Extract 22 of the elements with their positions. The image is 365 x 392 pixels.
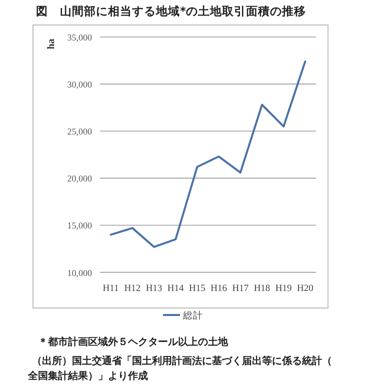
y-tick-label: 25,000 [67, 126, 92, 137]
y-tick-label: 30,000 [67, 80, 92, 90]
x-tick-label: H18 [254, 284, 270, 294]
legend-label: 総計 [182, 310, 203, 322]
y-tick-label: 10,000 [67, 268, 92, 278]
x-tick-label: H19 [275, 284, 292, 294]
x-tick-label: H15 [189, 284, 206, 294]
text: （出所）国土交通省「国土利用計画法に基づく届出等に係る統計（全国集計結果）」より作成 [27, 355, 332, 382]
y-tick-label: 15,000 [67, 220, 92, 231]
x-tick-label: H16 [210, 284, 228, 294]
text: ＊都市計画区域外５ヘクタール以上の土地 [38, 336, 229, 348]
x-tick-label: H17 [232, 284, 249, 294]
y-tick-label: 20,000 [67, 174, 92, 184]
line-series [110, 60, 306, 248]
chart-title: 図 山間部に相当する地域*の土地取引面積の推移 [36, 4, 306, 18]
y-tick-label: 35,000 [67, 32, 92, 42]
x-tick-label: H14 [167, 284, 184, 294]
x-tick-label: H11 [102, 284, 120, 294]
x-tick-label: H20 [297, 284, 314, 294]
y-axis-title: ha [46, 38, 57, 50]
x-tick-label: H12 [124, 284, 141, 294]
x-tick-label: H13 [146, 284, 162, 294]
